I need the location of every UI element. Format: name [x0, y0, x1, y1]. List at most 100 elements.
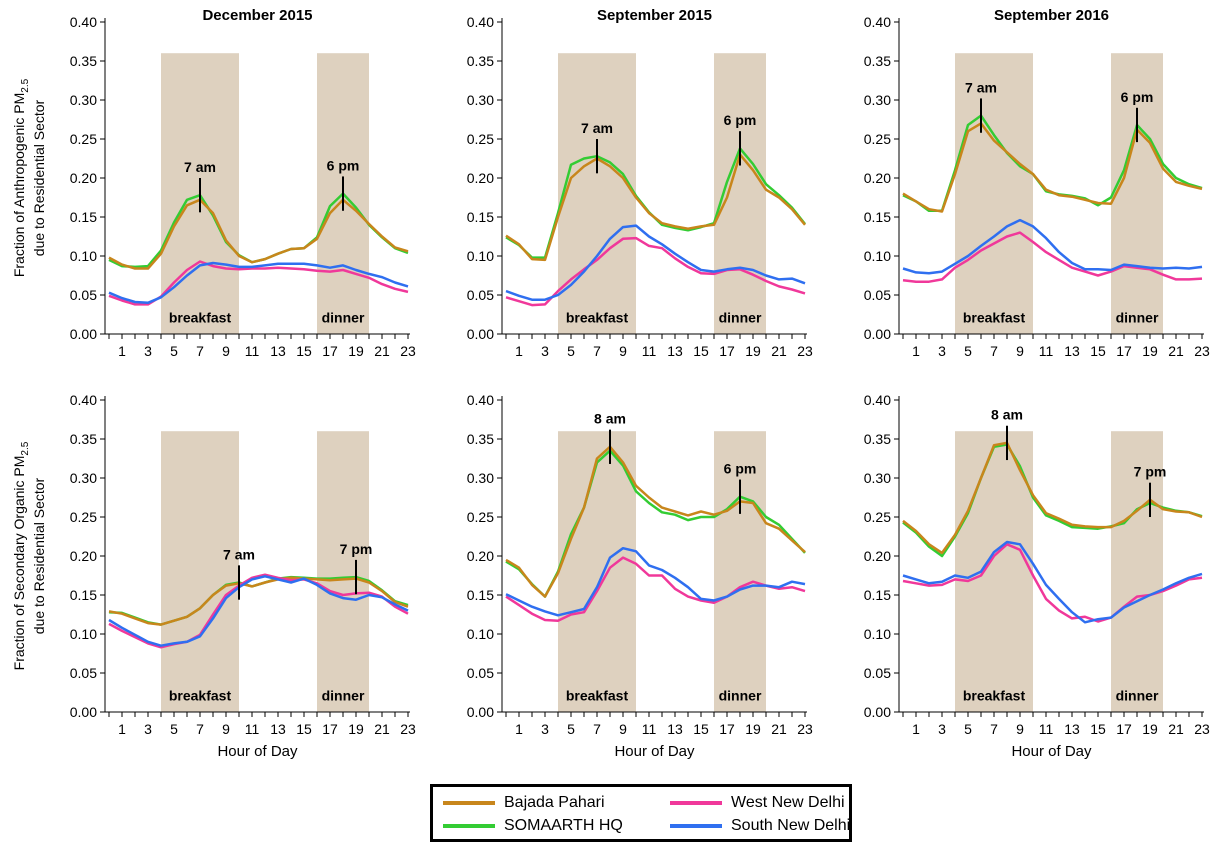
shade-breakfast [955, 53, 1033, 334]
y-tick-label: 0.25 [467, 509, 494, 525]
x-tick-label: 11 [642, 721, 657, 737]
series-line-south-new-delhi [108, 261, 409, 305]
y-tick-label: 0.20 [467, 548, 494, 564]
legend-swatch [443, 801, 495, 805]
y-axis-label-subscript: 2.5 [20, 78, 31, 92]
y-tick-label: 0.25 [864, 509, 891, 525]
y-tick-label: 0.10 [467, 248, 494, 264]
shade-dinner [1111, 431, 1163, 712]
chart-panel-2: breakfast dinner 0.00 0.05 0.10 0.15 0.20 0.25 0… [864, 7, 1210, 359]
series-line-bajada-pahari [902, 122, 1203, 213]
series-line-west-new-delhi [505, 556, 806, 622]
x-tick-label: 21 [374, 343, 390, 359]
x-tick-label: 21 [771, 721, 787, 737]
shade-breakfast [161, 431, 239, 712]
y-tick-label: 0.35 [467, 53, 494, 69]
x-tick-label: 19 [745, 343, 761, 359]
y-axis-label-line2: due to Residential Sector [31, 99, 47, 256]
series-line-west-new-delhi [108, 573, 409, 649]
x-tick-label: 5 [170, 721, 178, 737]
x-tick-label: 23 [797, 343, 813, 359]
peak-label: 7 am [223, 546, 255, 562]
peak-label: 8 am [991, 407, 1023, 423]
x-tick-label: 17 [322, 343, 338, 359]
series-line-south-new-delhi [902, 540, 1203, 624]
legend: Bajada Pahari West New Delhi SOMAARTH HQ… [430, 784, 852, 842]
y-tick-label: 0.00 [864, 326, 891, 342]
y-tick-label: 0.40 [864, 14, 891, 30]
legend-item-south-new-delhi: South New Delhi [670, 817, 850, 835]
shade-label-breakfast: breakfast [169, 309, 232, 325]
y-tick-label: 0.40 [70, 14, 97, 30]
x-tick-label: 21 [771, 343, 787, 359]
figure: breakfast dinner 0.00 0.05 0.10 0.15 0.20 0.25 0… [11, 7, 1210, 760]
series-line-bajada-pahari [108, 198, 409, 270]
y-tick-label: 0.35 [864, 53, 891, 69]
y-tick-label: 0.00 [467, 704, 494, 720]
x-tick-label: 19 [348, 343, 364, 359]
x-tick-label: 13 [1064, 721, 1080, 737]
legend-label: SOMAARTH HQ [504, 817, 623, 834]
y-tick-label: 0.05 [864, 287, 891, 303]
shade-label-dinner: dinner [1116, 687, 1159, 703]
y-tick-label: 0.15 [70, 587, 97, 603]
x-tick-label: 15 [1090, 343, 1106, 359]
shade-label-dinner: dinner [719, 687, 762, 703]
y-tick-label: 0.10 [864, 626, 891, 642]
y-tick-label: 0.40 [864, 392, 891, 408]
y-axis-label-text: Fraction of Anthropogenic PM [11, 93, 27, 277]
x-axis-label: Hour of Day [614, 743, 695, 760]
legend-item-west-new-delhi: West New Delhi [670, 794, 845, 812]
peak-label: 7 am [184, 159, 216, 175]
chart-title: December 2015 [202, 7, 312, 24]
x-tick-label: 17 [322, 721, 338, 737]
y-tick-label: 0.40 [467, 14, 494, 30]
legend-label: West New Delhi [731, 794, 845, 811]
x-axis-label: Hour of Day [217, 743, 298, 760]
shade-breakfast [955, 431, 1033, 712]
x-tick-label: 5 [567, 721, 575, 737]
x-tick-label: 3 [938, 343, 946, 359]
y-axis-label-line1: Fraction of Anthropogenic PM2.5 [11, 78, 31, 277]
chart-panel-5: breakfast dinner 0.00 0.05 0.10 0.15 0.20 0.25 0… [864, 392, 1210, 760]
y-tick-label: 0.15 [864, 587, 891, 603]
y-tick-label: 0.25 [70, 509, 97, 525]
shade-label-dinner: dinner [322, 687, 365, 703]
peak-label: 6 pm [327, 157, 360, 173]
x-tick-label: 13 [270, 721, 286, 737]
legend-label: South New Delhi [731, 817, 851, 834]
chart-title: September 2016 [994, 7, 1109, 24]
x-tick-label: 7 [990, 721, 998, 737]
x-tick-label: 15 [1090, 721, 1106, 737]
y-tick-label: 0.20 [70, 170, 97, 186]
y-tick-label: 0.30 [70, 92, 97, 108]
y-axis-label-line1: Fraction of Secondary Organic PM2.5 [11, 441, 31, 670]
y-tick-label: 0.25 [864, 131, 891, 147]
y-axis-label-text: Fraction of Secondary Organic PM [11, 456, 27, 671]
y-tick-label: 0.40 [467, 392, 494, 408]
x-tick-label: 23 [400, 721, 416, 737]
x-tick-label: 11 [245, 721, 260, 737]
x-tick-label: 15 [693, 343, 709, 359]
x-tick-label: 11 [1039, 343, 1054, 359]
x-tick-label: 3 [144, 721, 152, 737]
chart-panel-3: breakfast dinner 0.00 0.05 0.10 0.15 0.20 0.25 0… [70, 392, 416, 760]
x-tick-label: 5 [964, 721, 972, 737]
x-tick-label: 21 [374, 721, 390, 737]
y-tick-label: 0.35 [864, 431, 891, 447]
x-axis-label: Hour of Day [1011, 743, 1092, 760]
y-tick-label: 0.15 [864, 209, 891, 225]
series-line-south-new-delhi [902, 218, 1203, 275]
x-tick-label: 9 [1016, 343, 1024, 359]
y-tick-label: 0.25 [70, 131, 97, 147]
series-line-south-new-delhi [108, 575, 409, 647]
y-tick-label: 0.10 [467, 626, 494, 642]
x-tick-label: 9 [619, 343, 627, 359]
legend-item-bajada-pahari: Bajada Pahari [443, 794, 605, 812]
shade-label-dinner: dinner [719, 309, 762, 325]
x-tick-label: 23 [400, 343, 416, 359]
x-tick-label: 9 [222, 343, 230, 359]
x-tick-label: 11 [245, 343, 260, 359]
y-tick-label: 0.05 [70, 287, 97, 303]
series-line-bajada-pahari [505, 445, 806, 598]
